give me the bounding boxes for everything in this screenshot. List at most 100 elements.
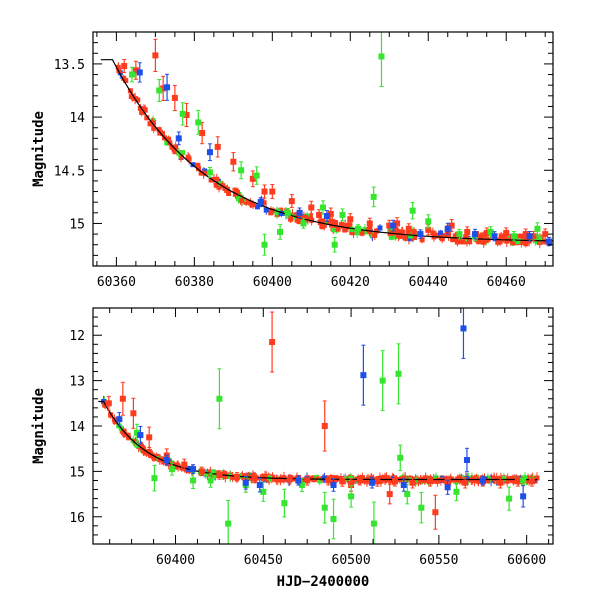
data-point: [153, 456, 159, 462]
data-point: [446, 232, 452, 238]
data-point: [471, 478, 477, 484]
data-point: [331, 227, 337, 233]
data-point: [327, 210, 334, 217]
data-point: [274, 209, 280, 215]
data-point: [339, 211, 346, 218]
data-point: [378, 478, 384, 484]
data-point: [504, 238, 510, 244]
data-point: [501, 476, 507, 482]
data-point: [146, 434, 153, 441]
data-point: [464, 476, 470, 482]
data-point: [485, 478, 491, 484]
x-axis-title: HJD−2400000: [277, 574, 370, 590]
data-point: [179, 110, 186, 117]
data-point: [481, 239, 487, 245]
data-point: [370, 520, 377, 527]
data-point: [500, 236, 506, 242]
data-point: [324, 219, 330, 225]
data-point: [296, 209, 303, 216]
data-point: [356, 477, 363, 484]
data-point: [546, 238, 553, 245]
data-point: [105, 400, 112, 407]
data-point: [345, 224, 351, 230]
data-point: [347, 216, 354, 223]
data-point: [408, 233, 414, 239]
y-tick-label: 15: [69, 465, 85, 480]
data-point: [534, 225, 541, 232]
data-point: [171, 94, 178, 101]
data-point: [505, 234, 511, 240]
data-point: [286, 476, 293, 483]
data-point: [450, 237, 456, 243]
x-tick-label: 60600: [507, 553, 546, 568]
data-point: [210, 469, 216, 475]
data-point: [542, 239, 548, 245]
data-point: [320, 204, 326, 211]
data-point: [151, 125, 157, 131]
data-point: [349, 226, 355, 232]
data-point: [412, 235, 418, 241]
data-point: [330, 516, 337, 523]
data-point: [419, 237, 425, 243]
data-point: [405, 225, 412, 232]
data-point: [394, 220, 401, 227]
data-point: [480, 232, 486, 238]
data-point: [134, 442, 140, 448]
data-point: [355, 225, 362, 232]
data-point: [214, 176, 220, 182]
data-point: [511, 240, 517, 246]
x-tick-label: 60450: [244, 553, 283, 568]
data-point: [462, 479, 469, 486]
data-point: [390, 222, 397, 229]
y-tick-label: 14.5: [54, 164, 85, 179]
data-point: [196, 166, 202, 172]
data-point: [511, 233, 518, 240]
data-point: [542, 231, 549, 238]
data-point: [275, 477, 281, 483]
x-tick-label: 60400: [253, 275, 292, 290]
data-point: [397, 454, 404, 461]
data-point: [464, 228, 471, 235]
data-point: [195, 119, 202, 126]
data-point: [522, 231, 529, 238]
data-point: [203, 471, 209, 477]
data-point: [156, 127, 162, 133]
data-point: [128, 71, 135, 78]
data-point: [491, 233, 498, 240]
data-point: [498, 233, 504, 239]
data-point: [474, 237, 480, 243]
data-point: [144, 115, 150, 121]
data-point: [172, 149, 178, 155]
data-point: [350, 478, 356, 484]
data-point: [288, 198, 295, 205]
data-point: [175, 135, 182, 142]
data-point: [430, 230, 436, 236]
data-point: [164, 84, 171, 91]
data-point: [216, 184, 222, 190]
data-point: [387, 227, 393, 233]
x-tick-label: 60360: [97, 275, 136, 290]
data-point: [331, 241, 338, 248]
data-point: [254, 204, 260, 210]
data-point: [506, 495, 513, 502]
data-point: [517, 233, 523, 239]
data-point: [503, 230, 510, 237]
data-point: [427, 478, 434, 485]
data-point: [178, 154, 184, 160]
data-point: [418, 504, 425, 511]
data-point: [338, 222, 344, 228]
data-point: [462, 239, 468, 245]
data-point: [142, 107, 148, 113]
data-point: [284, 209, 291, 216]
data-point: [230, 158, 237, 165]
data-point: [225, 520, 232, 527]
data-point: [534, 475, 540, 481]
data-point: [329, 218, 335, 224]
data-point: [268, 208, 274, 214]
data-point: [259, 474, 265, 480]
data-point: [456, 231, 463, 238]
data-point: [432, 509, 439, 516]
data-point: [323, 213, 330, 220]
data-point: [243, 199, 249, 205]
data-point: [232, 191, 238, 197]
